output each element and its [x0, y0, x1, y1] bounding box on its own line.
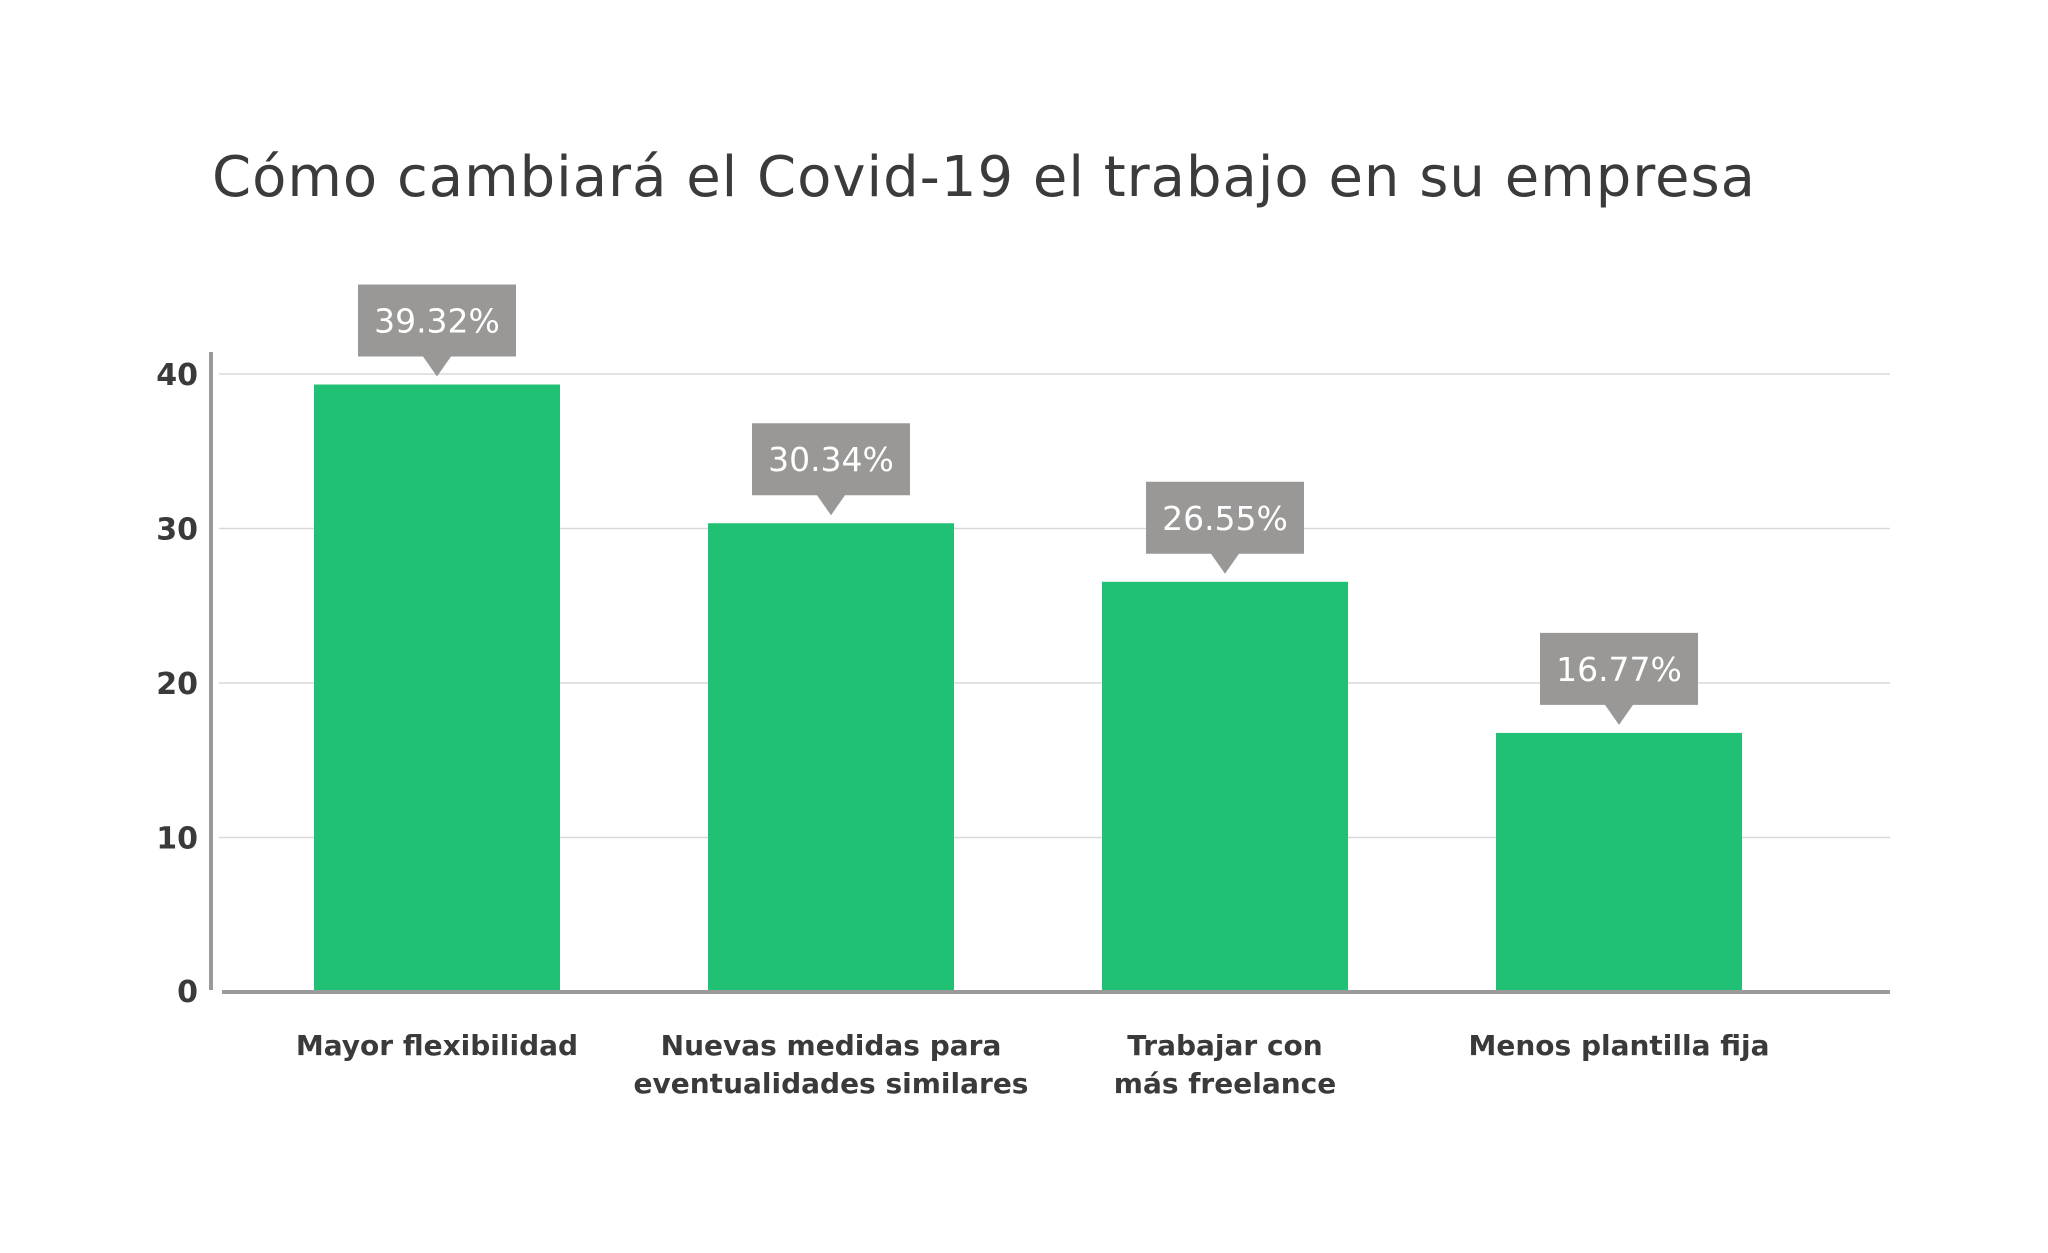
data-label: 26.55%: [1162, 499, 1288, 538]
data-label: 16.77%: [1556, 650, 1682, 689]
category-labels: Mayor flexibilidad Nuevas medidas para eve…: [296, 1029, 1770, 1100]
bar: [1102, 581, 1348, 992]
y-tick-label: 20: [156, 667, 198, 702]
y-tick-label: 0: [177, 975, 198, 1010]
data-labels: 39.32% 30.34% 26.55% 16.77%: [358, 284, 1698, 725]
data-label: 39.32%: [374, 302, 500, 341]
data-label-box: [752, 423, 910, 516]
bar: [314, 384, 560, 993]
y-tick-label: 40: [156, 358, 198, 393]
bars: [314, 384, 1742, 993]
bar: [1496, 732, 1742, 992]
category-label: Nuevas medidas para: [661, 1029, 1002, 1062]
category-label: Trabajar con: [1127, 1029, 1322, 1062]
y-tick-label: 30: [156, 513, 198, 548]
y-tick-labels: 0 10 20 30 40: [156, 358, 198, 1010]
data-label: 30.34%: [768, 440, 894, 479]
y-tick-label: 10: [156, 822, 198, 857]
category-label: más freelance: [1114, 1067, 1336, 1100]
data-label-box: [358, 284, 516, 377]
category-label: Mayor flexibilidad: [296, 1029, 578, 1062]
chart-title: Cómo cambiará el Covid-19 el trabajo en …: [212, 145, 1756, 210]
data-label-box: [1540, 632, 1698, 725]
axes: [209, 352, 1890, 994]
category-label: Menos plantilla fija: [1469, 1029, 1770, 1062]
category-label: eventualidades similares: [634, 1067, 1029, 1100]
data-label-box: [1146, 481, 1304, 574]
bar: [708, 523, 954, 992]
